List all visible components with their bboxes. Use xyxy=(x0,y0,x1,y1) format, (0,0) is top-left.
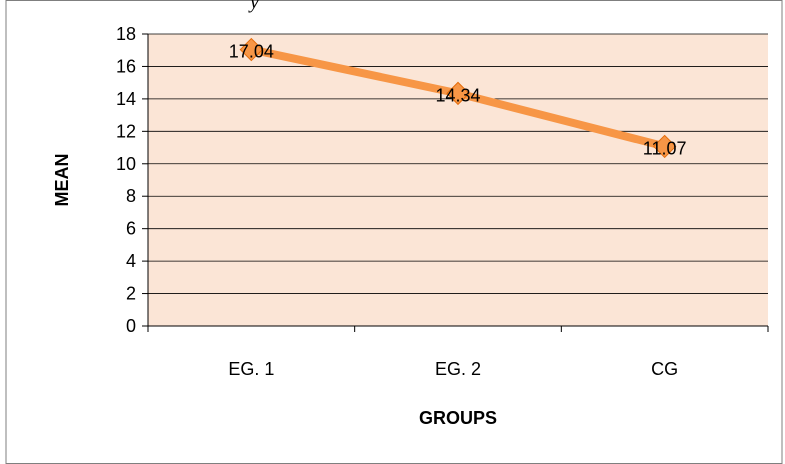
x-tick-label: EG. 2 xyxy=(435,359,481,379)
y-tick-label: 10 xyxy=(116,154,136,174)
data-point-marker xyxy=(652,134,677,159)
y-tick-label: 6 xyxy=(126,219,136,239)
data-point-marker xyxy=(239,37,264,62)
data-label: 11.07 xyxy=(643,138,687,158)
y-tick-label: 8 xyxy=(126,186,136,206)
y-tick-label: 4 xyxy=(126,251,136,271)
data-label: 14.34 xyxy=(435,85,480,105)
series-layer xyxy=(239,37,677,159)
y-tick-label: 14 xyxy=(116,89,136,109)
top-text-fragment: y xyxy=(248,0,259,13)
x-axis-title: GROUPS xyxy=(419,408,497,428)
y-tick-label: 16 xyxy=(116,56,136,76)
data-label: 17.04 xyxy=(229,42,274,62)
data-point-marker xyxy=(446,81,470,106)
y-axis-ticks: 0 2 4 6 8 10 12 14 16 18 xyxy=(116,24,148,336)
x-axis-ticks: EG. 1 EG. 2 CG xyxy=(147,326,769,379)
y-tick-label: 12 xyxy=(116,121,136,141)
axes xyxy=(147,34,768,327)
y-axis-title: MEAN xyxy=(52,154,72,207)
data-labels: 17.04 14.34 11.07 xyxy=(229,42,687,159)
y-tick-label: 2 xyxy=(126,284,136,304)
x-tick-label: EG. 1 xyxy=(228,359,274,379)
x-tick-label: CG xyxy=(651,359,678,379)
y-tick-label: 0 xyxy=(126,316,136,336)
y-tick-label: 18 xyxy=(116,24,136,44)
plot-area xyxy=(148,34,768,326)
gridlines xyxy=(148,33,768,294)
